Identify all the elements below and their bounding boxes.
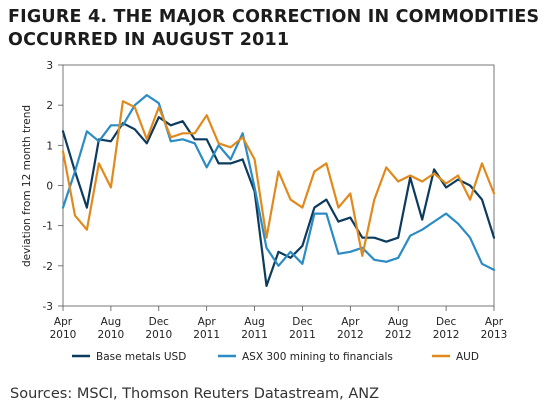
x-tick-label-month: Dec	[436, 316, 457, 328]
x-tick-label-month: Aug	[244, 316, 265, 328]
figure-title: FIGURE 4. THE MAJOR CORRECTION IN COMMOD…	[8, 6, 553, 52]
legend-label-2: ASX 300 mining to financials	[242, 351, 393, 363]
x-tick-label-year: 2010	[98, 329, 125, 341]
legend-label-1: Base metals USD	[96, 351, 186, 363]
x-tick-label-month: Apr	[485, 316, 504, 328]
y-tick-label: -1	[43, 221, 53, 233]
y-tick-label: 3	[46, 60, 53, 72]
series-line-1	[61, 116, 496, 287]
x-tick-label-month: Dec	[149, 316, 170, 328]
x-tick-label-year: 2010	[50, 329, 77, 341]
x-tick-label-month: Apr	[54, 316, 73, 328]
x-tick-label-month: Aug	[101, 316, 122, 328]
y-tick-label: -3	[43, 301, 53, 313]
x-tick-label-year: 2012	[433, 329, 460, 341]
y-axis-label: deviation from 12 month trend	[21, 105, 33, 267]
y-tick-label: 2	[46, 100, 53, 112]
x-tick-label-month: Apr	[341, 316, 360, 328]
x-tick-label-year: 2013	[481, 329, 508, 341]
x-tick-label-year: 2011	[241, 329, 268, 341]
y-tick-label: 1	[46, 140, 53, 152]
series-line-3	[61, 100, 496, 257]
figure-title-line-2: OCCURRED IN AUGUST 2011	[8, 30, 290, 50]
x-tick-label-month: Aug	[388, 316, 409, 328]
legend-label-3: AUD	[456, 351, 479, 363]
x-tick-label-year: 2012	[337, 329, 364, 341]
y-tick-label: 0	[46, 181, 53, 193]
x-tick-label-year: 2011	[193, 329, 220, 341]
sources-note: Sources: MSCI, Thomson Reuters Datastrea…	[10, 386, 380, 402]
x-tick-label-month: Dec	[292, 316, 313, 328]
series-line-2	[61, 93, 496, 271]
x-tick-label-year: 2012	[385, 329, 412, 341]
y-tick-label: -2	[43, 261, 53, 273]
x-tick-label-year: 2010	[145, 329, 172, 341]
figure-title-line-1: FIGURE 4. THE MAJOR CORRECTION IN COMMOD…	[8, 7, 540, 27]
x-tick-label-month: Apr	[198, 316, 217, 328]
x-tick-label-year: 2011	[289, 329, 316, 341]
